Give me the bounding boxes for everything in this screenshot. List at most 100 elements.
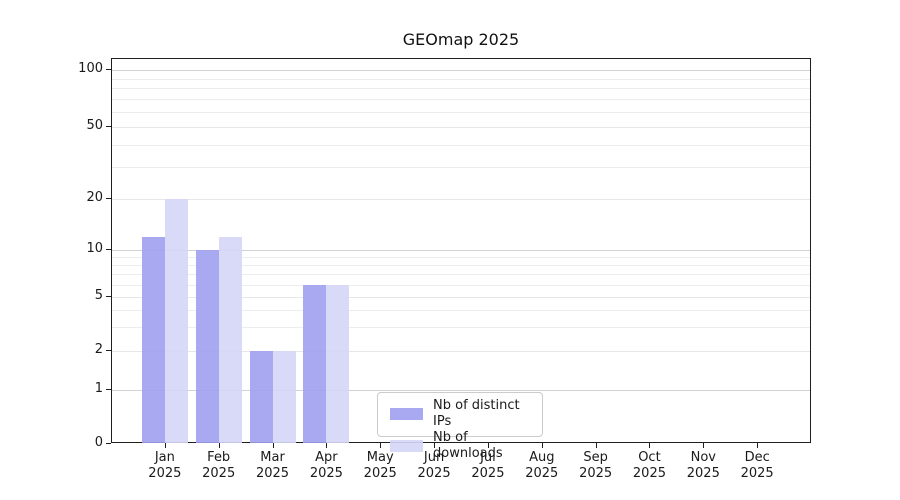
x-tick-year: 2025 [686,466,720,481]
x-tick-month: Nov [690,450,716,465]
y-tick-label: 1 [94,381,103,396]
y-tick [106,443,111,444]
x-tick-label: Jun 2025 [403,450,465,482]
x-tick [272,443,274,448]
x-tick [541,443,543,448]
gridline-10 [112,250,810,251]
bar-nb-of-distinct-ips-apr [303,284,327,443]
gridline-100 [112,70,810,71]
x-tick [757,443,759,448]
x-tick-month: Jan [154,450,175,465]
y-tick [106,350,111,351]
x-tick-label: May 2025 [349,450,411,482]
x-tick-month: Jul [480,450,496,465]
y-tick [106,249,111,250]
y-tick [106,296,111,297]
x-tick-label: Jan 2025 [134,450,196,482]
gridline-20 [112,199,810,200]
x-tick-label: Apr 2025 [295,450,357,482]
y-tick [106,126,111,127]
x-tick [595,443,597,448]
x-tick-year: 2025 [202,466,236,481]
legend-label: Nb of downloads [433,430,503,461]
x-tick-label: Dec 2025 [726,450,788,482]
y-tick-label: 100 [78,61,103,76]
x-tick-month: Dec [744,450,770,465]
gridline-2 [112,351,810,352]
x-tick-month: Aug [529,450,555,465]
bar-nb-of-downloads-apr [326,284,350,443]
legend-swatch-distinct-ips [390,408,423,420]
x-tick-year: 2025 [417,466,451,481]
minor-gridline [112,327,810,329]
minor-gridline [112,88,810,90]
y-tick [106,389,111,390]
y-tick [106,69,111,70]
x-tick-label: Mar 2025 [242,450,304,482]
minor-gridline [112,284,810,286]
minor-gridline [112,78,810,80]
legend-label: Nb of distinct IPs [433,398,520,429]
x-tick [218,443,220,448]
x-tick [434,443,436,448]
legend-item-downloads: Nb of downloads [390,430,532,462]
x-tick-month: Feb [207,450,231,465]
y-tick-label: 5 [94,288,103,303]
x-tick-label: Oct 2025 [618,450,680,482]
minor-gridline [112,257,810,259]
x-tick-year: 2025 [740,466,774,481]
x-tick-month: May [366,450,394,465]
bar-nb-of-downloads-jan [164,199,188,443]
x-tick-year: 2025 [309,466,343,481]
x-tick-year: 2025 [471,466,505,481]
x-tick [380,443,382,448]
x-tick-label: Nov 2025 [672,450,734,482]
x-tick-label: Sep 2025 [565,450,627,482]
minor-gridline [112,265,810,267]
x-tick-label: Jul 2025 [457,450,519,482]
gridline-50 [112,127,810,128]
x-tick-year: 2025 [363,466,397,481]
minor-gridline [112,99,810,101]
x-tick-year: 2025 [148,466,182,481]
bar-nb-of-distinct-ips-mar [249,351,273,443]
x-tick-year: 2025 [579,466,613,481]
x-tick-year: 2025 [255,466,290,481]
bar-nb-of-distinct-ips-jan [141,236,165,443]
plot-area [111,58,811,443]
x-tick [487,443,489,448]
legend-swatch-downloads [390,440,423,452]
bar-nb-of-downloads-feb [218,236,242,443]
x-tick [649,443,651,448]
x-tick-month: Sep [583,450,608,465]
x-tick-month: Oct [638,450,661,465]
y-tick [106,198,111,199]
gridline-5 [112,297,810,298]
x-tick-label: Feb 2025 [188,450,250,482]
bar-nb-of-distinct-ips-feb [195,250,219,443]
x-tick-month: Jun [423,450,445,465]
y-tick-label: 0 [94,435,103,450]
x-tick [703,443,705,448]
minor-gridline [112,167,810,169]
y-tick-label: 10 [86,241,103,256]
y-tick-label: 50 [86,118,103,133]
x-tick [164,443,166,448]
y-tick-label: 20 [86,190,103,205]
x-tick-month: Mar [260,450,285,465]
minor-gridline [112,274,810,276]
x-tick-year: 2025 [632,466,666,481]
minor-gridline [112,144,810,146]
x-tick-year: 2025 [525,466,559,481]
x-tick-month: Apr [315,450,338,465]
x-tick-label: Aug 2025 [511,450,573,482]
minor-gridline [112,112,810,113]
bar-nb-of-downloads-mar [272,351,296,443]
minor-gridline [112,310,810,312]
x-tick [326,443,328,448]
legend: Nb of distinct IPs Nb of downloads [377,392,543,461]
y-tick-label: 2 [94,342,103,357]
gridline-1 [112,390,810,391]
chart-title: GEOmap 2025 [402,30,520,49]
